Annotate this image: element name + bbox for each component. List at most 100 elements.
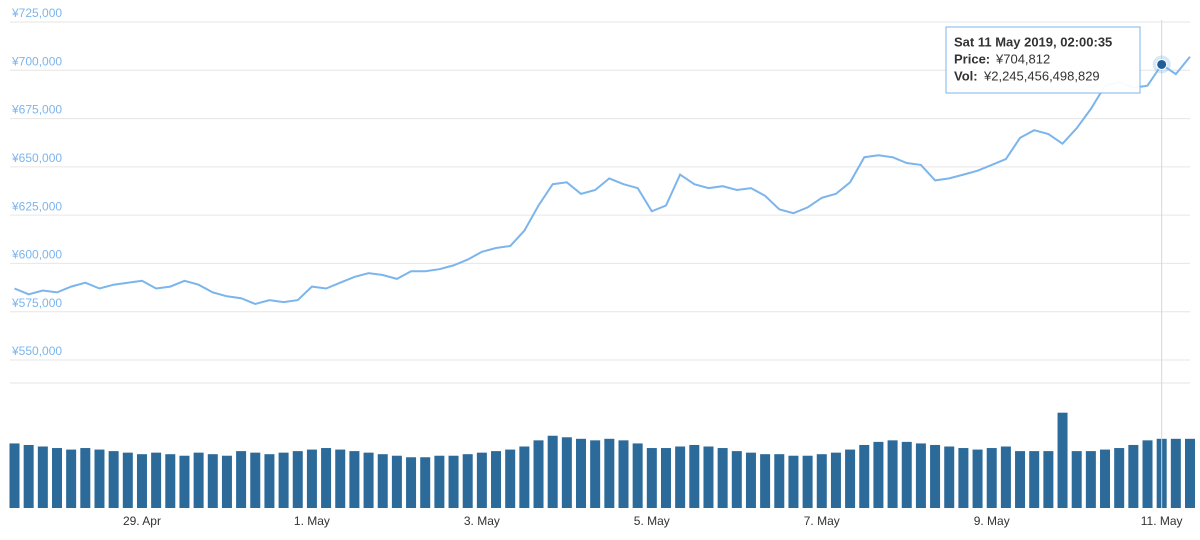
tooltip-title: Sat 11 May 2019, 02:00:35 <box>954 34 1112 49</box>
volume-bar <box>788 455 799 508</box>
volume-bar <box>37 446 48 508</box>
volume-bar <box>1000 446 1011 508</box>
volume-bar <box>930 444 941 508</box>
volume-bar <box>108 451 119 508</box>
volume-bar <box>816 454 827 508</box>
volume-bar <box>363 452 374 508</box>
volume-bar <box>122 452 133 508</box>
volume-bar <box>80 448 91 508</box>
volume-bar <box>802 455 813 508</box>
volume-bar <box>1170 438 1181 508</box>
volume-bar <box>1043 451 1054 508</box>
x-tick-label: 11. May <box>1141 514 1183 528</box>
volume-bar <box>165 454 176 508</box>
volume-bar <box>505 449 516 508</box>
y-tick-label: ¥700,000 <box>11 54 62 68</box>
volume-bar <box>1100 449 1111 508</box>
volume-bar <box>151 452 162 508</box>
y-tick-label: ¥725,000 <box>11 6 62 20</box>
volume-bar <box>193 452 204 508</box>
volume-bar <box>1142 440 1153 508</box>
volume-bar <box>1114 448 1125 508</box>
volume-bar <box>1085 451 1096 508</box>
volume-bar <box>660 448 671 508</box>
volume-bar <box>207 454 218 508</box>
volume-bar <box>760 454 771 508</box>
tooltip-vol-label: Vol: <box>954 68 978 83</box>
volume-bar <box>675 446 686 508</box>
y-tick-label: ¥675,000 <box>11 103 62 117</box>
volume-bar <box>278 452 289 508</box>
volume-bar <box>703 446 714 508</box>
volume-bar <box>335 449 346 508</box>
volume-bar <box>94 449 105 508</box>
volume-bar <box>292 451 303 508</box>
y-tick-label: ¥625,000 <box>11 199 62 213</box>
volume-bar <box>745 452 756 508</box>
volume-bar <box>859 444 870 508</box>
volume-bar <box>646 448 657 508</box>
volume-bar <box>321 448 332 508</box>
volume-bar <box>561 437 572 508</box>
volume-bar <box>434 455 445 508</box>
y-tick-label: ¥575,000 <box>11 296 62 310</box>
volume-bar <box>1015 451 1026 508</box>
tooltip-vol: ¥2,245,456,498,829 <box>983 68 1100 83</box>
x-tick-label: 7. May <box>804 514 840 528</box>
volume-bar <box>1185 438 1195 508</box>
volume-bar <box>1128 444 1139 508</box>
y-tick-label: ¥550,000 <box>11 344 62 358</box>
volume-bar <box>23 444 34 508</box>
volume-bar <box>830 452 841 508</box>
volume-bar <box>491 451 502 508</box>
volume-bar <box>590 440 601 508</box>
volume-bar <box>349 451 360 508</box>
volume-bar <box>1057 412 1068 508</box>
volume-bar <box>887 440 898 508</box>
volume-bar <box>632 443 643 508</box>
volume-bar <box>547 435 558 508</box>
volume-bar <box>774 454 785 508</box>
volume-bar <box>51 448 62 508</box>
x-tick-label: 3. May <box>464 514 500 528</box>
volume-bar <box>221 455 232 508</box>
volume-bar <box>618 440 629 508</box>
volume-bar <box>66 449 77 508</box>
y-tick-label: ¥650,000 <box>11 151 62 165</box>
volume-bar <box>406 457 417 508</box>
volume-bar <box>576 438 587 508</box>
volume-bar <box>236 451 247 508</box>
plot: ¥550,000 ¥575,000 ¥600,000 ¥625,000 ¥650,000… <box>9 6 1195 528</box>
tooltip-price-label: Price: <box>954 51 990 66</box>
tooltip-box <box>945 26 1141 94</box>
volume-bar <box>986 448 997 508</box>
volume-bar <box>9 443 20 508</box>
volume-bar <box>179 455 190 508</box>
volume-bar <box>377 454 388 508</box>
volume-bar <box>958 448 969 508</box>
volume-bar <box>476 452 487 508</box>
volume-bar <box>462 454 473 508</box>
volume-bar <box>944 446 955 508</box>
hover-marker <box>1156 58 1168 70</box>
volume-bar <box>391 455 402 508</box>
volume-bar <box>873 441 884 508</box>
volume-bar <box>604 438 615 508</box>
volume-bar <box>915 443 926 508</box>
volume-bar <box>136 454 147 508</box>
volume-bar <box>845 449 856 508</box>
x-tick-label: 5. May <box>634 514 670 528</box>
volume-bar <box>533 440 544 508</box>
volume-bar <box>1029 451 1040 508</box>
tooltip: Sat 11 May 2019, 02:00:35 Price: ¥704,81… <box>945 26 1141 94</box>
volume-bar <box>1071 451 1082 508</box>
tooltip-price: ¥704,812 <box>995 51 1050 66</box>
volume-bar <box>448 455 459 508</box>
volume-bar <box>717 448 728 508</box>
volume-bar <box>731 451 742 508</box>
price-line <box>14 56 1191 306</box>
volume-bar <box>689 444 700 508</box>
volume-bar <box>264 454 275 508</box>
x-tick-label: 1. May <box>294 514 330 528</box>
volume-bar <box>420 457 431 508</box>
